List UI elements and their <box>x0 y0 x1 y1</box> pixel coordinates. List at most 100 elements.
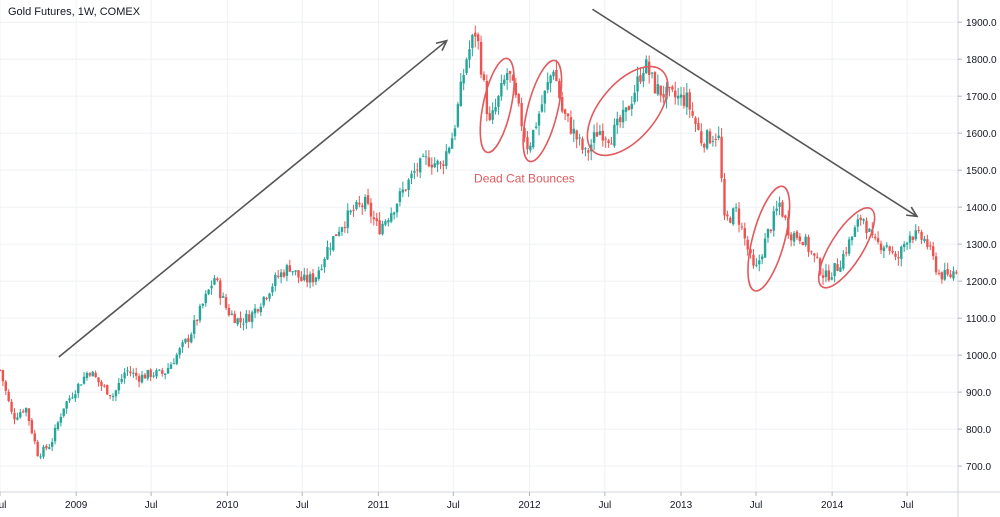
y-tick-label: 1300.0 <box>966 240 997 251</box>
candle-body <box>662 94 665 98</box>
candle-body <box>366 195 370 204</box>
candle-body <box>256 309 260 312</box>
candle-body <box>291 271 294 273</box>
candle-body <box>740 226 744 228</box>
candle-body <box>810 251 813 253</box>
dead-cat-bounce-circle <box>479 57 515 154</box>
candle-body <box>555 69 558 82</box>
x-tick-label: 2013 <box>670 500 693 511</box>
candle-body <box>184 338 187 343</box>
candle-body <box>140 374 144 383</box>
x-tick-label: Jul <box>145 500 158 511</box>
y-tick-label: 1900.0 <box>966 18 997 29</box>
candle-body <box>587 150 590 153</box>
candle-body <box>584 148 587 150</box>
candle-body <box>688 92 691 110</box>
candle-body <box>297 270 300 278</box>
candle-body <box>352 209 355 211</box>
candle-body <box>488 113 491 120</box>
candle-body <box>734 207 738 209</box>
candle-body <box>195 319 199 321</box>
candle-body <box>155 370 158 377</box>
candle-body <box>633 92 636 102</box>
candle-body <box>137 376 141 382</box>
candle-body <box>697 123 700 130</box>
candle-body <box>561 96 564 112</box>
candle-body <box>152 375 155 377</box>
candle-body <box>891 250 894 253</box>
candle-body <box>236 318 239 325</box>
candle-body <box>595 132 599 137</box>
candle-body <box>839 267 842 272</box>
candle-body <box>433 163 436 168</box>
candle-body <box>816 256 819 258</box>
candle-body <box>923 238 926 242</box>
candle-body <box>743 228 746 239</box>
candle-body <box>827 270 831 281</box>
candle-body <box>905 242 909 245</box>
candle-body <box>769 229 773 232</box>
candle-body <box>143 374 147 379</box>
candle-body <box>337 231 341 236</box>
candle-body <box>517 94 520 104</box>
candle-body <box>187 338 190 342</box>
candle-body <box>126 370 129 372</box>
y-tick-label: 1100.0 <box>966 314 996 325</box>
candle-body <box>381 223 384 235</box>
candle-body <box>850 236 854 241</box>
candle-body <box>752 254 755 266</box>
candle-body <box>50 442 54 447</box>
candle-body <box>213 278 216 285</box>
candle-body <box>679 94 683 98</box>
uptrend-arrow <box>58 40 448 358</box>
candle-body <box>931 246 935 257</box>
candle-body <box>361 205 364 208</box>
candle-body <box>485 80 489 115</box>
candle-body <box>604 138 607 140</box>
y-tick-label: 1000.0 <box>966 351 997 362</box>
candle-body <box>277 275 280 277</box>
candle-body <box>882 247 886 251</box>
candle-body <box>346 210 349 228</box>
candle-body <box>937 273 941 275</box>
x-tick-label: 2014 <box>821 500 844 511</box>
candle-body <box>314 277 318 282</box>
candle-body <box>552 71 555 77</box>
candle-body <box>30 420 34 434</box>
candle-body <box>717 135 720 138</box>
candle-body <box>48 447 51 449</box>
candle-body <box>439 162 442 164</box>
candle-body <box>465 59 468 74</box>
candle-body <box>53 427 57 442</box>
candle-body <box>833 263 836 277</box>
candle-body <box>572 128 576 134</box>
candle-body <box>778 202 781 207</box>
candle-body <box>42 446 45 457</box>
candle-body <box>453 128 457 137</box>
candle-body <box>62 408 65 416</box>
candle-body <box>636 76 639 92</box>
candle-body <box>332 236 335 251</box>
x-tick-label: Jul <box>296 500 309 511</box>
candle-body <box>801 242 804 246</box>
x-tick-label: 2012 <box>518 500 541 511</box>
x-tick-label: Jul <box>901 500 914 511</box>
candle-body <box>656 84 660 95</box>
chart-title: Gold Futures, 1W, COMEX <box>8 6 141 18</box>
candle-body <box>279 272 283 278</box>
candle-body <box>146 369 149 379</box>
candle-body <box>497 96 500 107</box>
candle-body <box>308 274 312 283</box>
candle-body <box>221 296 225 298</box>
candle-body <box>355 201 358 210</box>
candle-body <box>45 446 48 449</box>
candle-body <box>908 235 912 243</box>
candle-body <box>282 272 286 277</box>
candle-body <box>401 189 405 193</box>
candle-body <box>885 245 888 247</box>
candle-body <box>16 417 19 420</box>
candle-body <box>219 280 222 299</box>
candle-body <box>349 210 352 213</box>
candle-body <box>288 265 292 272</box>
candle-body <box>198 305 202 321</box>
